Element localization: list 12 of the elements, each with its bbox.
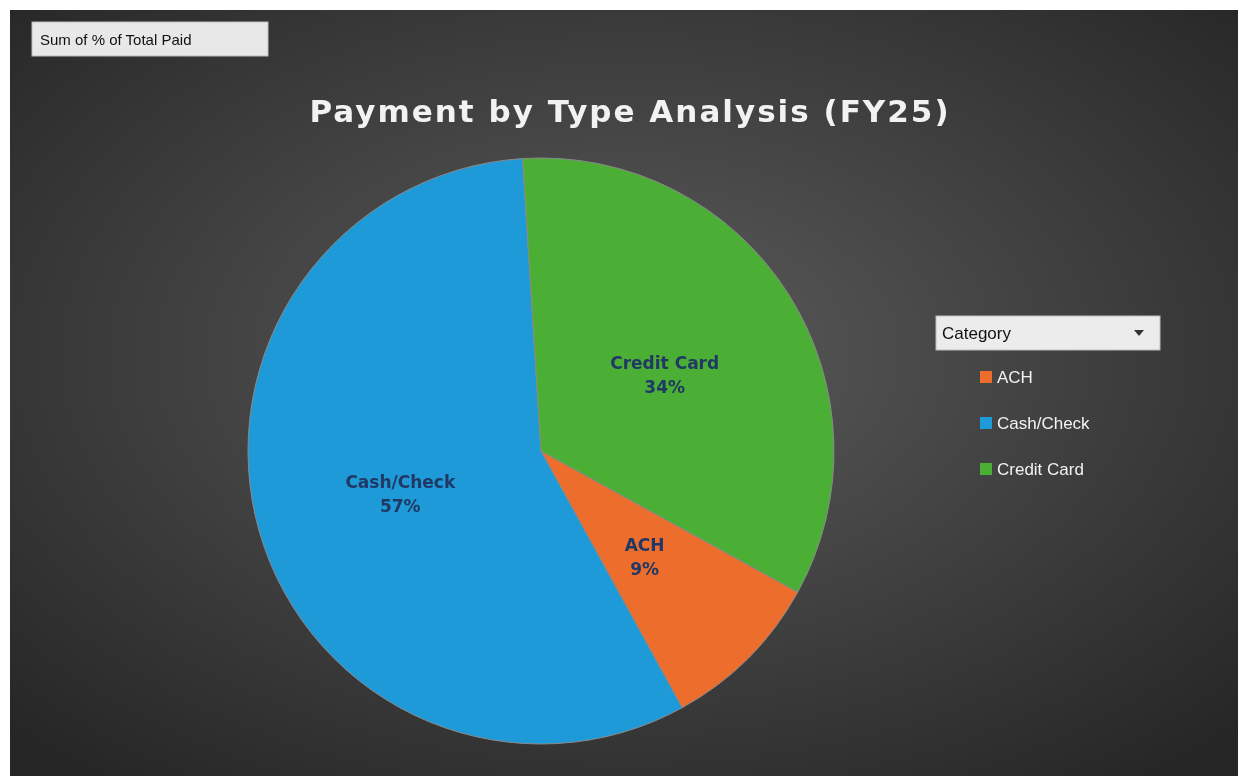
legend-label: Credit Card (997, 460, 1084, 479)
slice-label: Credit Card (610, 352, 720, 373)
legend-title: Category (942, 324, 1012, 343)
data-label: 57% (379, 495, 421, 516)
category-label: Cash/Check (997, 414, 1090, 433)
legend-label: ACH (997, 368, 1033, 387)
chart-title: Payment by Type Analysis (FY25) (309, 93, 951, 129)
data-label: 34% (644, 376, 686, 397)
data-label: 9% (630, 558, 660, 579)
text: Sum of % of Total Paid (40, 31, 192, 48)
slice-label: Cash/Check (345, 471, 456, 492)
slice-label: ACH (624, 534, 665, 555)
